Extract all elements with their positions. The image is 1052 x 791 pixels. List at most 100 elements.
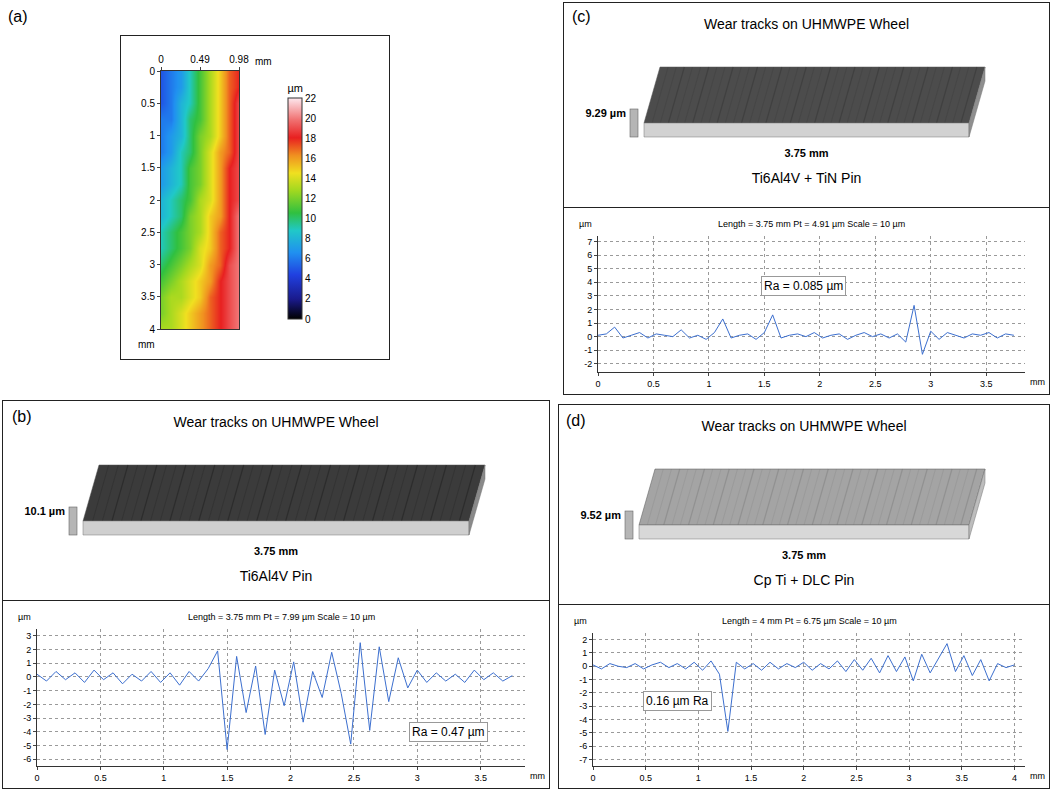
svg-text:2.5: 2.5 [869, 379, 882, 389]
svg-text:9.52 µm: 9.52 µm [580, 509, 621, 521]
svg-text:0.5: 0.5 [141, 98, 155, 109]
svg-text:3.75 mm: 3.75 mm [784, 147, 828, 159]
svg-text:4: 4 [305, 273, 311, 284]
svg-text:0.5: 0.5 [94, 773, 107, 783]
svg-text:2: 2 [582, 635, 587, 645]
svg-text:0.49: 0.49 [190, 54, 210, 65]
svg-text:1: 1 [161, 773, 166, 783]
svg-text:1: 1 [587, 318, 592, 328]
svg-text:0: 0 [26, 672, 31, 682]
svg-text:-4: -4 [23, 727, 31, 737]
svg-text:0: 0 [158, 54, 164, 65]
svg-text:-6: -6 [23, 754, 31, 764]
svg-text:5: 5 [587, 264, 592, 274]
svg-text:2.5: 2.5 [850, 773, 863, 783]
svg-text:0: 0 [582, 661, 587, 671]
svg-text:22: 22 [305, 93, 317, 104]
svg-text:mm: mm [138, 339, 155, 350]
svg-text:Length = 3.75 mm Pt = 4.91 µm: Length = 3.75 mm Pt = 4.91 µm Scale = 10… [718, 219, 905, 229]
svg-text:-2: -2 [23, 700, 31, 710]
svg-text:0: 0 [305, 314, 311, 325]
svg-text:3.5: 3.5 [956, 773, 969, 783]
svg-text:3: 3 [26, 631, 31, 641]
svg-text:1: 1 [706, 379, 711, 389]
svg-text:0: 0 [590, 773, 595, 783]
svg-text:4: 4 [587, 277, 592, 287]
svg-text:1: 1 [149, 130, 155, 141]
svg-text:1: 1 [582, 648, 587, 658]
svg-text:Ra = 0.47 µm: Ra = 0.47 µm [412, 725, 485, 739]
svg-text:-6: -6 [579, 741, 587, 751]
svg-text:4: 4 [149, 324, 155, 335]
svg-text:2: 2 [26, 645, 31, 655]
svg-text:Ti6Al4V Pin: Ti6Al4V Pin [240, 568, 313, 584]
svg-text:1.5: 1.5 [141, 162, 155, 173]
svg-text:3.75 mm: 3.75 mm [782, 549, 826, 561]
svg-text:3: 3 [928, 379, 933, 389]
svg-text:2: 2 [801, 773, 806, 783]
svg-text:-5: -5 [579, 728, 587, 738]
svg-text:6: 6 [305, 253, 311, 264]
svg-text:10.1 µm: 10.1 µm [24, 505, 65, 517]
svg-text:mm: mm [255, 56, 272, 67]
svg-text:0: 0 [587, 332, 592, 342]
svg-text:1.5: 1.5 [758, 379, 771, 389]
svg-text:Wear tracks on UHMWPE Wheel: Wear tracks on UHMWPE Wheel [701, 418, 906, 434]
svg-text:mm: mm [1030, 377, 1045, 387]
svg-text:1: 1 [26, 658, 31, 668]
svg-text:-5: -5 [23, 741, 31, 751]
svg-text:2: 2 [305, 293, 311, 304]
svg-text:mm: mm [1030, 771, 1045, 781]
svg-text:mm: mm [530, 771, 545, 781]
svg-text:3.5: 3.5 [141, 291, 155, 302]
svg-text:3: 3 [415, 773, 420, 783]
svg-text:-1: -1 [579, 675, 587, 685]
svg-text:1: 1 [696, 773, 701, 783]
svg-text:0: 0 [34, 773, 39, 783]
svg-text:2: 2 [288, 773, 293, 783]
svg-text:Ti6Al4V + TiN Pin: Ti6Al4V + TiN Pin [752, 170, 862, 186]
svg-text:3.75 mm: 3.75 mm [254, 545, 298, 557]
svg-text:3.5: 3.5 [474, 773, 487, 783]
svg-text:3.5: 3.5 [980, 379, 993, 389]
svg-text:µm: µm [18, 612, 31, 622]
svg-text:0.98: 0.98 [229, 54, 249, 65]
svg-text:10: 10 [305, 213, 317, 224]
svg-text:0.16 µm Ra: 0.16 µm Ra [646, 694, 709, 708]
svg-text:Length = 3.75 mm Pt = 7.99 µm: Length = 3.75 mm Pt = 7.99 µm Scale = 10… [188, 612, 375, 622]
svg-text:µm: µm [579, 219, 592, 229]
svg-text:0: 0 [149, 66, 155, 77]
svg-text:Length = 4 mm Pt = 6.75 µm Sca: Length = 4 mm Pt = 6.75 µm Scale = 10 µm [722, 616, 897, 626]
svg-text:3: 3 [587, 291, 592, 301]
svg-text:-3: -3 [23, 713, 31, 723]
svg-text:14: 14 [305, 173, 317, 184]
svg-text:Wear tracks on UHMWPE Wheel: Wear tracks on UHMWPE Wheel [173, 414, 378, 430]
svg-text:8: 8 [305, 233, 311, 244]
svg-text:9.29 µm: 9.29 µm [585, 107, 626, 119]
svg-text:-2: -2 [579, 688, 587, 698]
svg-text:18: 18 [305, 133, 317, 144]
svg-text:Wear tracks on UHMWPE Wheel: Wear tracks on UHMWPE Wheel [704, 16, 909, 32]
svg-text:-7: -7 [579, 755, 587, 765]
svg-text:0: 0 [595, 379, 600, 389]
svg-text:µm: µm [574, 616, 587, 626]
svg-text:Ra = 0.085 µm: Ra = 0.085 µm [764, 279, 843, 293]
svg-text:-2: -2 [584, 359, 592, 369]
svg-text:4: 4 [1012, 773, 1017, 783]
svg-text:2: 2 [587, 305, 592, 315]
svg-text:0.5: 0.5 [639, 773, 652, 783]
svg-text:-1: -1 [584, 345, 592, 355]
svg-text:0.5: 0.5 [647, 379, 660, 389]
svg-text:20: 20 [305, 113, 317, 124]
svg-text:-4: -4 [579, 715, 587, 725]
svg-text:1.5: 1.5 [745, 773, 758, 783]
svg-text:12: 12 [305, 193, 317, 204]
svg-text:-3: -3 [579, 701, 587, 711]
svg-text:2.5: 2.5 [348, 773, 361, 783]
svg-text:µm: µm [288, 82, 304, 94]
svg-text:16: 16 [305, 153, 317, 164]
svg-text:Cp Ti + DLC Pin: Cp Ti + DLC Pin [754, 572, 855, 588]
svg-text:7: 7 [587, 237, 592, 247]
svg-text:-1: -1 [23, 686, 31, 696]
svg-text:6: 6 [587, 250, 592, 260]
